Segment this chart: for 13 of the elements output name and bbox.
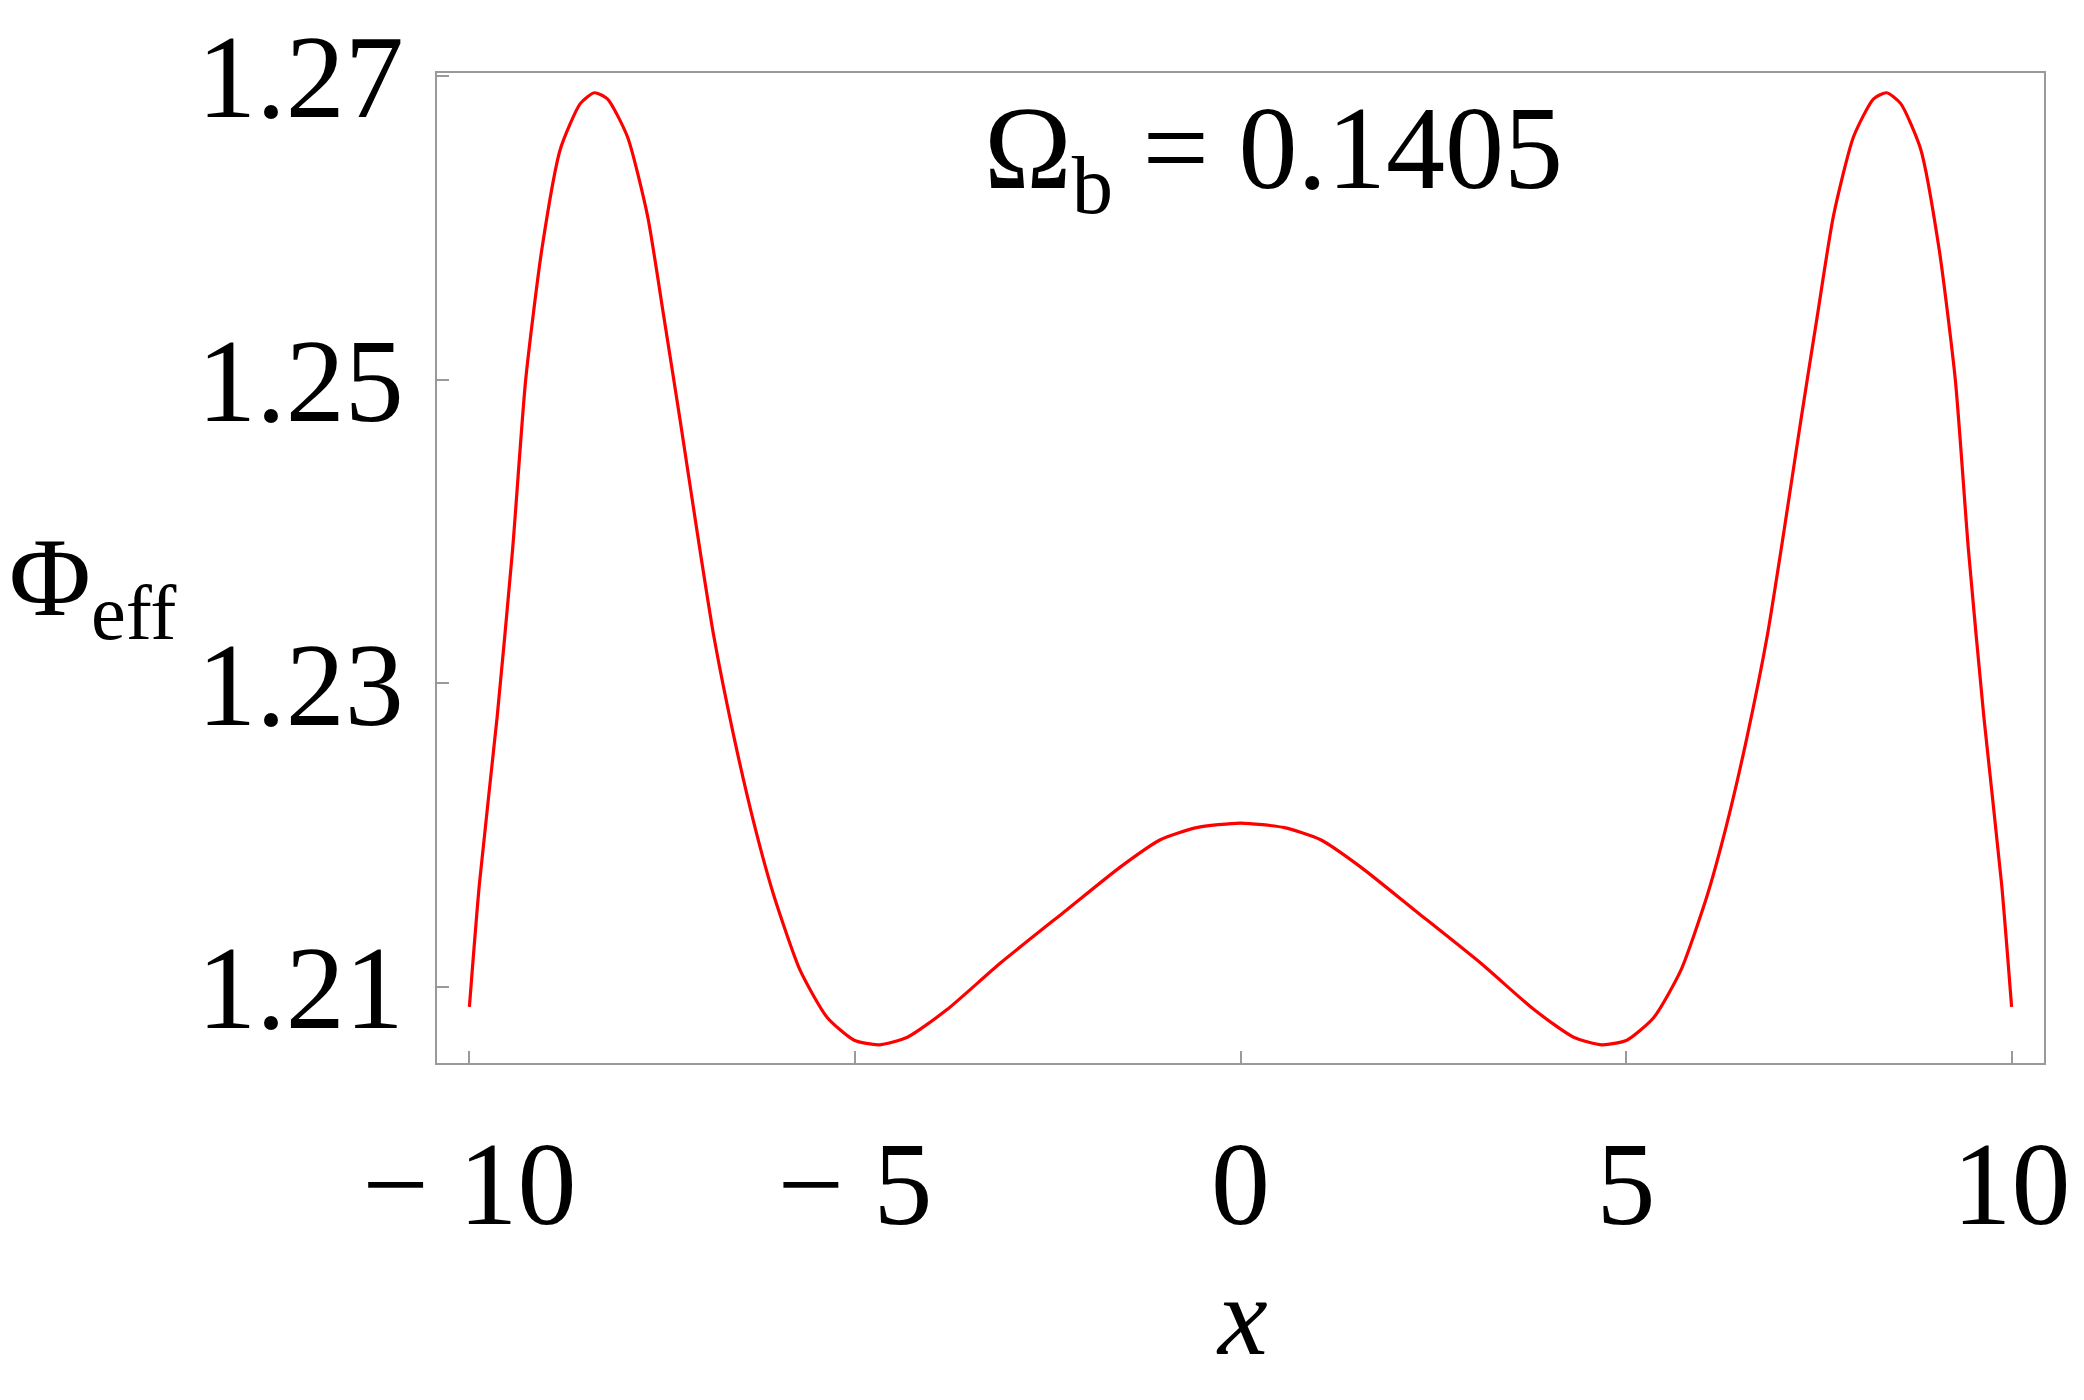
y-tick-label: 1.23 [197, 619, 404, 751]
x-axis-title: x [1216, 1254, 1268, 1378]
x-tick-label: 10 [1952, 1119, 2071, 1251]
x-tick-label: 0 [1211, 1119, 1270, 1251]
x-tick-label: 5 [1596, 1119, 1656, 1251]
x-tick-label: − 5 [777, 1119, 933, 1251]
y-tick-label: 1.25 [197, 316, 404, 448]
y-axis-title: Φ$_{eff}$ [9, 515, 178, 656]
annotation: Ω$_{b}$ = 0.1405 [984, 83, 1564, 231]
y-tick-label: 1.27 [197, 12, 404, 144]
x-tick-label: − 10 [362, 1119, 577, 1251]
y-tick-label: 1.21 [197, 923, 404, 1055]
line-series [467, 91, 2014, 1047]
